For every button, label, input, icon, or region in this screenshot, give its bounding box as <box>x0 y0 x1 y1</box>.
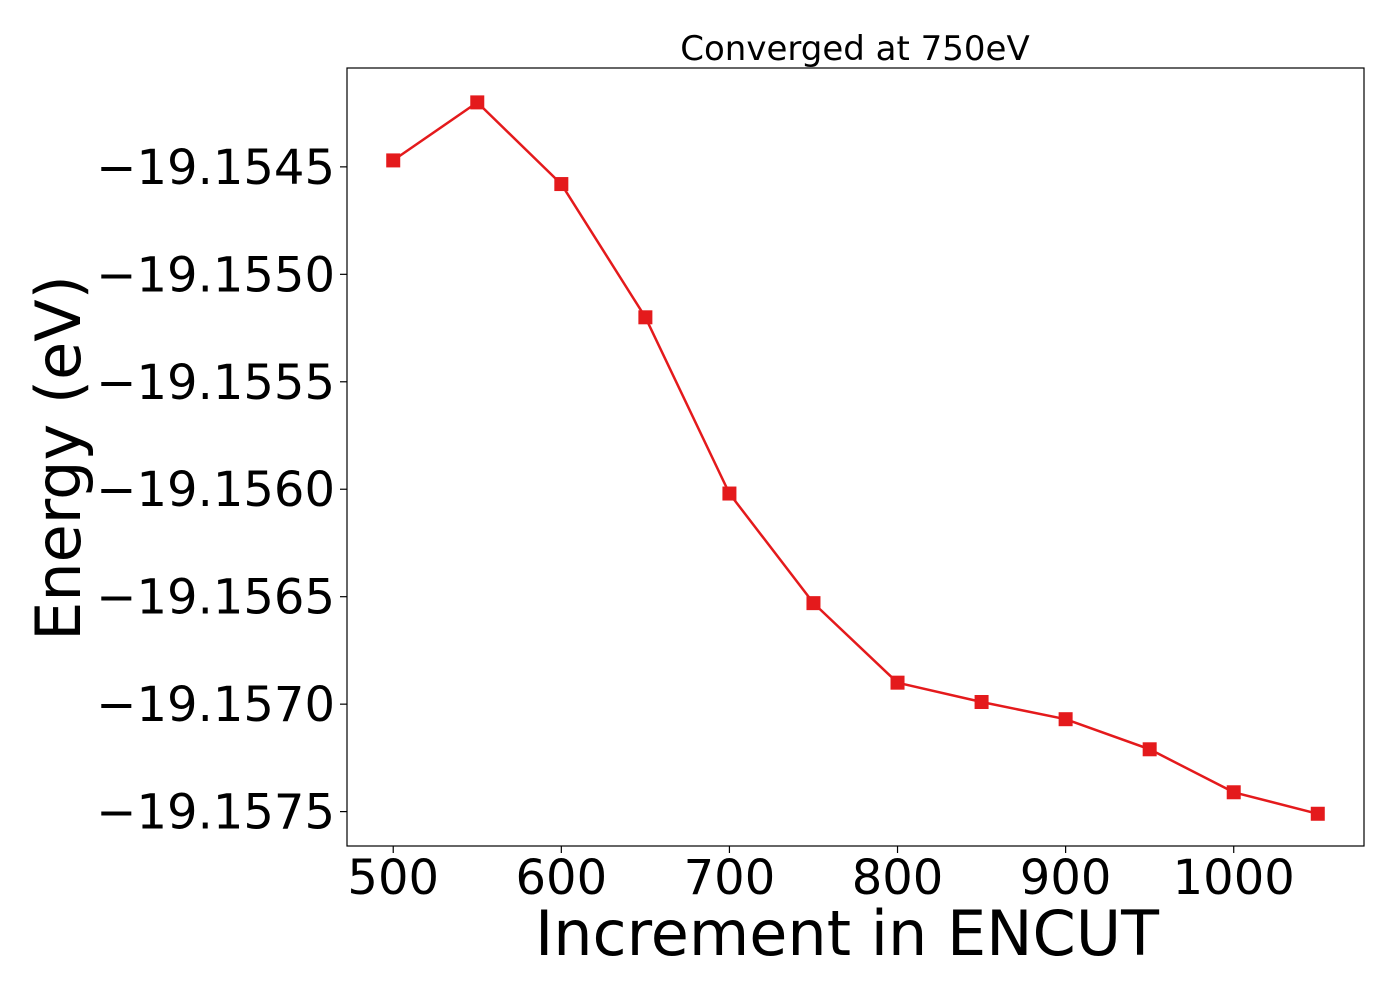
data-point-marker <box>638 310 653 325</box>
data-point-marker <box>722 486 737 501</box>
data-point-marker <box>890 675 905 690</box>
data-point-marker <box>554 177 569 192</box>
chart-title: Converged at 750eV <box>680 29 1029 69</box>
x-tick-label: 600 <box>516 850 608 906</box>
y-tick-label: −19.1545 <box>96 140 335 196</box>
y-tick-label: −19.1575 <box>96 785 335 841</box>
data-point-marker <box>470 95 485 110</box>
data-point-marker <box>1142 742 1157 757</box>
data-point-marker <box>1226 785 1241 800</box>
data-point-marker <box>1058 712 1073 727</box>
y-tick-label: −19.1565 <box>96 570 335 626</box>
x-axis-ticks: 500 600 700 800 900 1000 <box>347 846 1295 906</box>
x-axis-label: Increment in ENCUT <box>535 897 1160 970</box>
series-line <box>392 101 1319 816</box>
series-layer <box>386 95 1325 821</box>
x-tick-label: 1000 <box>1173 850 1295 906</box>
x-tick-label: 800 <box>852 850 944 906</box>
y-tick-label: −19.1560 <box>96 462 335 518</box>
y-tick-label: −19.1570 <box>96 677 335 733</box>
data-point-marker <box>974 695 989 710</box>
plot-area-frame <box>346 67 1365 847</box>
y-axis-label: Energy (eV) <box>22 275 95 641</box>
y-axis-ticks: −19.1545 −19.1550 −19.1555 −19.1560 −19.1565… <box>96 140 347 841</box>
data-point-marker <box>1310 806 1325 821</box>
x-tick-label: 500 <box>347 850 439 906</box>
data-point-marker <box>386 153 401 168</box>
x-tick-label: 900 <box>1020 850 1112 906</box>
data-point-marker <box>806 596 821 611</box>
y-tick-label: −19.1550 <box>96 247 335 303</box>
y-tick-label: −19.1555 <box>96 355 335 411</box>
x-tick-label: 700 <box>684 850 776 906</box>
